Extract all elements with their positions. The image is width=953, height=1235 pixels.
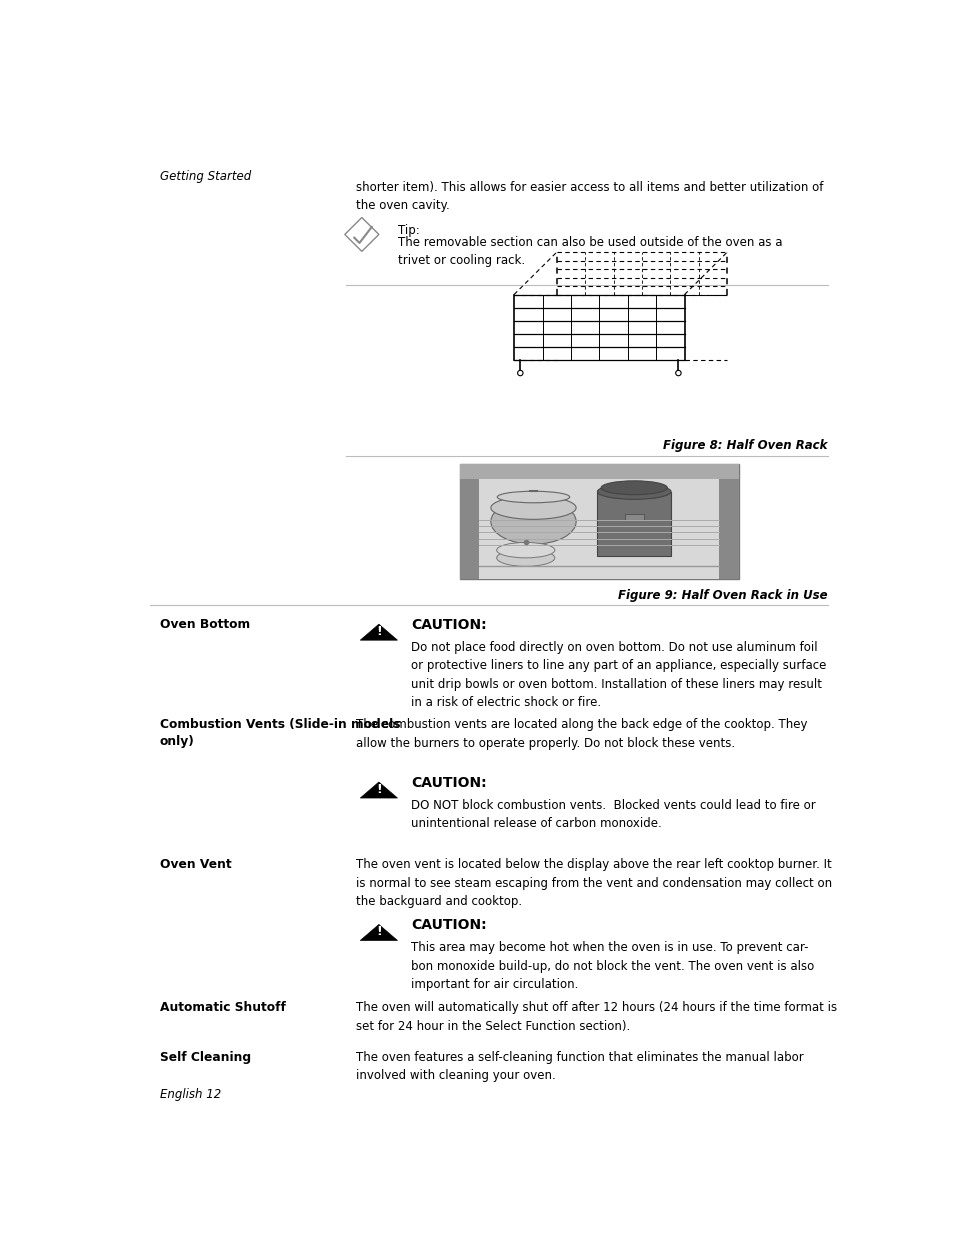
Bar [719,464,738,579]
Text: Figure 9: Half Oven Rack in Use: Figure 9: Half Oven Rack in Use [618,589,827,601]
Ellipse shape [597,484,670,499]
Ellipse shape [497,550,555,567]
Bar [624,514,643,520]
Text: The removable section can also be used outside of the oven as a
trivet or coolin: The removable section can also be used o… [397,236,781,268]
Ellipse shape [600,480,667,495]
Text: CAUTION:: CAUTION: [411,618,487,632]
Text: CAUTION:: CAUTION: [411,776,487,789]
Text: !: ! [375,625,381,637]
Text: The oven features a self-cleaning function that eliminates the manual labor
invo: The oven features a self-cleaning functi… [355,1051,802,1082]
Ellipse shape [491,499,576,545]
Text: Tip:: Tip: [397,224,419,237]
Text: Figure 8: Half Oven Rack: Figure 8: Half Oven Rack [662,440,827,452]
Text: Combustion Vents (Slide-in models
only): Combustion Vents (Slide-in models only) [159,718,399,748]
Ellipse shape [491,496,576,520]
Text: The oven vent is located below the display above the rear left cooktop burner. I: The oven vent is located below the displ… [355,858,831,908]
Text: shorter item). This allows for easier access to all items and better utilization: shorter item). This allows for easier ac… [355,180,822,212]
Bar [459,464,738,579]
Text: Do not place food directly on oven bottom. Do not use aluminum foil
or protectiv: Do not place food directly on oven botto… [411,641,826,709]
Text: !: ! [375,783,381,795]
Text: English 12: English 12 [159,1088,220,1100]
Bar [478,479,719,579]
Text: This area may become hot when the oven is in use. To prevent car-
bon monoxide b: This area may become hot when the oven i… [411,941,814,992]
Text: Getting Started: Getting Started [159,169,251,183]
Text: Oven Bottom: Oven Bottom [159,618,250,631]
Text: The combustion vents are located along the back edge of the cooktop. They
allow : The combustion vents are located along t… [355,718,806,750]
Bar [459,464,478,579]
Text: !: ! [375,925,381,939]
Ellipse shape [497,492,569,503]
Text: The oven will automatically shut off after 12 hours (24 hours if the time format: The oven will automatically shut off aft… [355,1002,836,1032]
Polygon shape [360,782,397,798]
Bar [597,492,670,556]
Text: Self Cleaning: Self Cleaning [159,1051,251,1063]
Text: CAUTION:: CAUTION: [411,918,487,932]
Text: DO NOT block combustion vents.  Blocked vents could lead to fire or
unintentiona: DO NOT block combustion vents. Blocked v… [411,799,816,830]
Ellipse shape [497,542,555,558]
Text: Oven Vent: Oven Vent [159,858,231,871]
Bar [459,464,738,479]
Polygon shape [360,925,397,941]
Polygon shape [360,624,397,640]
Text: Automatic Shutoff: Automatic Shutoff [159,1002,285,1014]
